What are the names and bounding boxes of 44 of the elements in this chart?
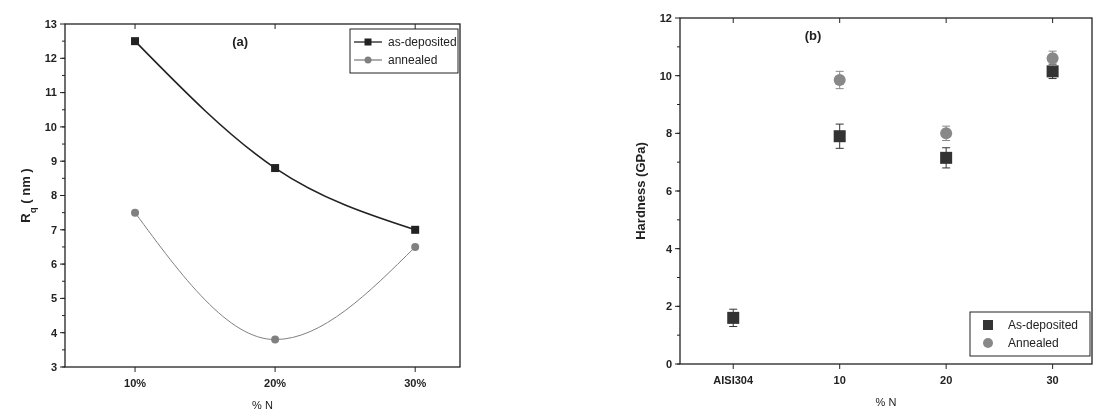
point <box>833 130 846 143</box>
point <box>411 242 420 251</box>
legend-label: as-deposited <box>388 35 457 50</box>
y-tick-label: 10 <box>659 69 672 82</box>
y-tick-label: 13 <box>44 17 57 30</box>
y-tick-label: 6 <box>50 257 57 270</box>
y-tick-label: 4 <box>50 326 58 339</box>
y-axis-title: Hardness (GPa) <box>633 142 648 240</box>
point <box>833 73 846 86</box>
y-tick-label: 6 <box>665 184 672 197</box>
x-tick-label: 30 <box>1046 374 1059 386</box>
point <box>131 37 140 46</box>
y-tick-label: 2 <box>665 300 672 313</box>
x-tick-label: 10% <box>124 377 147 389</box>
point <box>271 164 280 173</box>
point <box>727 311 740 324</box>
legend-label: annealed <box>388 53 438 68</box>
legend-label: Annealed <box>1008 336 1059 351</box>
legend-label: As-deposited <box>1008 318 1079 333</box>
x-tick-label: 30% <box>404 377 427 389</box>
point <box>940 151 953 164</box>
x-axis-title: % N <box>252 399 273 411</box>
y-tick-label: 9 <box>50 155 57 168</box>
y-tick-label: 10 <box>44 120 57 133</box>
point <box>131 208 140 217</box>
y-tick-label: 5 <box>50 292 57 305</box>
x-tick-label: 20% <box>264 377 287 389</box>
y-tick-label: 3 <box>50 360 57 373</box>
y-tick-label: 12 <box>659 11 672 24</box>
y-tick-label: 11 <box>45 86 57 99</box>
x-tick-label: 10 <box>833 374 846 386</box>
y-tick-label: 8 <box>50 189 57 202</box>
text: (b) <box>804 28 822 43</box>
y-tick-label: 0 <box>665 357 672 370</box>
y-tick-label: 4 <box>665 242 673 255</box>
y-tick-label: 7 <box>50 223 57 236</box>
x-tick-label: 20 <box>940 374 953 386</box>
text: (a) <box>232 34 249 49</box>
y-tick-label: 12 <box>44 52 57 65</box>
point <box>411 225 420 234</box>
point <box>271 335 280 344</box>
x-axis-title: % N <box>875 396 897 408</box>
y-tick-label: 8 <box>665 127 672 140</box>
x-tick-label: AISI304 <box>713 374 754 386</box>
